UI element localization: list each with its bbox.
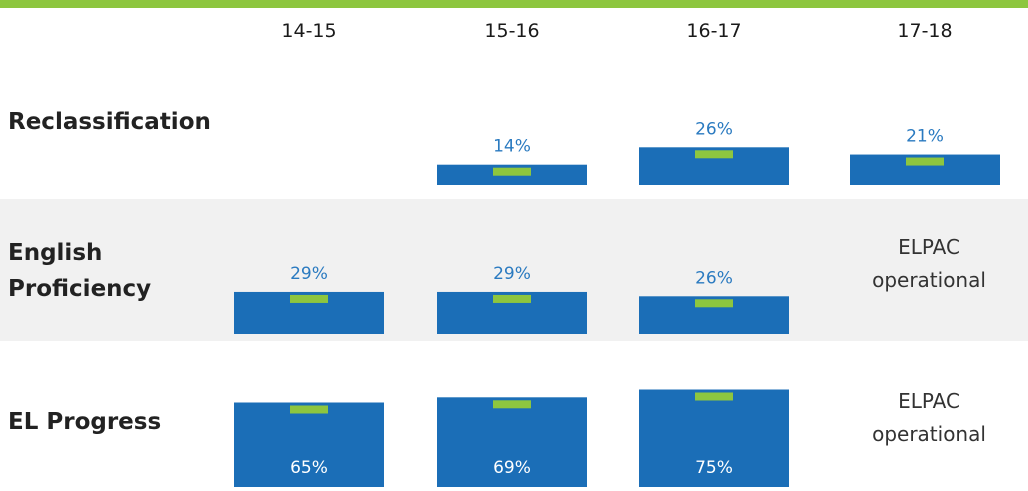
bar-3-16-17	[639, 389, 789, 487]
column-header-17-18: 17-18	[897, 20, 952, 42]
value-label-2-14-15: 29%	[290, 264, 328, 284]
target-marker-1-15-16	[493, 167, 531, 176]
column-header-16-17: 16-17	[686, 20, 741, 42]
target-marker-2-14-15	[290, 294, 328, 303]
value-label-1-17-18: 21%	[906, 127, 944, 147]
value-label-3-15-16: 69%	[493, 458, 531, 478]
target-marker-1-16-17	[695, 150, 733, 159]
note-2-17-18-line-1: ELPAC	[898, 235, 960, 259]
column-header-14-15: 14-15	[281, 20, 336, 42]
target-marker-2-16-17	[695, 299, 733, 308]
target-marker-2-15-16	[493, 294, 531, 303]
value-label-2-16-17: 26%	[695, 268, 733, 288]
value-label-2-15-16: 29%	[493, 264, 531, 284]
target-marker-3-14-15	[290, 405, 328, 414]
row-label-2-line-2: Proficiency	[8, 276, 151, 302]
row-label-2-line-1: English	[8, 240, 102, 266]
target-marker-1-17-18	[906, 157, 944, 166]
target-marker-3-15-16	[493, 400, 531, 409]
value-label-1-15-16: 14%	[493, 137, 531, 157]
target-marker-3-16-17	[695, 392, 733, 401]
column-header-15-16: 15-16	[484, 20, 539, 42]
row-label-1-line-1: Reclassification	[8, 109, 211, 135]
row-label-3-line-1: EL Progress	[8, 409, 161, 435]
value-label-3-14-15: 65%	[290, 458, 328, 478]
top-accent-bar	[0, 0, 1028, 8]
note-3-17-18-line-1: ELPAC	[898, 389, 960, 413]
bar-3-15-16	[437, 397, 587, 487]
note-3-17-18-line-2: operational	[872, 422, 986, 446]
value-label-3-16-17: 75%	[695, 458, 733, 478]
note-2-17-18-line-2: operational	[872, 268, 986, 292]
bar-3-14-15	[234, 402, 384, 487]
value-label-1-16-17: 26%	[695, 119, 733, 139]
